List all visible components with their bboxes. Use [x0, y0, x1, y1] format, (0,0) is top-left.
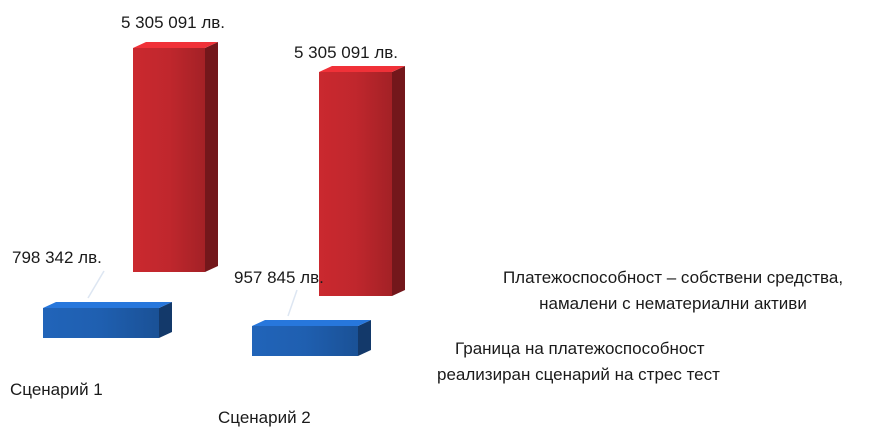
bar-blue-cat1-top [43, 302, 172, 308]
value-label-red-cat1: 5 305 091 лв. [121, 13, 225, 32]
bar-blue-cat2-top [252, 320, 371, 326]
value-label-red-cat2: 5 305 091 лв. [294, 43, 398, 62]
bar-red-cat1-top [133, 42, 218, 48]
bar-blue-cat2-side [358, 320, 371, 356]
bar-red-cat1 [133, 48, 205, 272]
legend-entry-1-line-1: Платежоспособност – собствени средства, [503, 268, 843, 287]
legend-entry-1-line-2: намалени с нематериални активи [539, 294, 807, 313]
value-label-blue-cat2: 957 845 лв. [234, 268, 324, 287]
legend-entry-2-line-1: Граница на платежоспособност [455, 339, 705, 358]
bar-blue-cat1-side [159, 302, 172, 338]
leader-line-cat2 [287, 289, 298, 317]
bar-red-cat2-top [319, 66, 405, 72]
category-label-1: Сценарий 1 [10, 380, 103, 399]
bar-red-cat1-side [205, 42, 218, 272]
bar-red-cat2 [319, 72, 392, 296]
category-label-2: Сценарий 2 [218, 408, 311, 427]
leader-line-cat1 [87, 270, 105, 299]
bar-blue-cat2 [252, 326, 358, 356]
bar-blue-cat1 [43, 308, 159, 338]
value-label-blue-cat1: 798 342 лв. [12, 248, 102, 267]
legend-entry-2-line-2: реализиран сценарий на стрес тест [437, 365, 720, 384]
bar-red-cat2-side [392, 66, 405, 296]
